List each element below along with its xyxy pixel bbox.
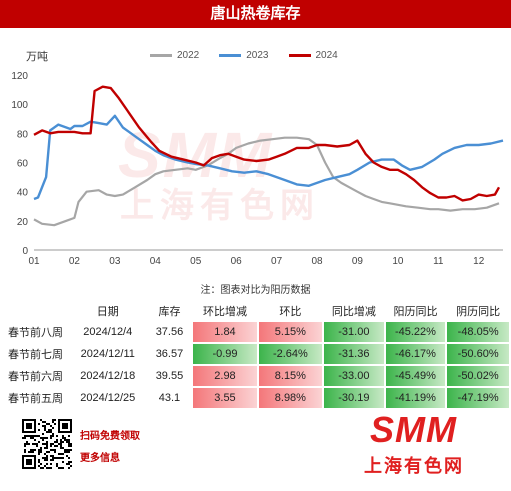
cell-stock: 36.57 <box>155 348 184 360</box>
y-tick-label: 40 <box>17 188 29 199</box>
header-stock: 库存 <box>158 306 181 318</box>
qr-caption-line2: 更多信息 <box>80 453 120 464</box>
inventory-table: 日期 库存 环比增减 环比 同比增减 阳历同比 阴历同比 春节前八周 2024/1… <box>4 300 511 410</box>
cell-pct: 5.15% <box>258 322 323 342</box>
legend-swatch-2022 <box>150 54 172 57</box>
cell-label: 春节前六周 <box>8 371 63 383</box>
x-tick-label: 08 <box>311 256 323 267</box>
cell-yoy-lunar: -50.60% <box>447 344 509 364</box>
x-tick-label: 05 <box>190 256 202 267</box>
x-tick-label: 11 <box>433 256 444 267</box>
x-tick-label: 04 <box>150 256 162 267</box>
header-yoy-lunar: 阴历同比 <box>456 306 501 318</box>
table-header-row: 日期 库存 环比增减 环比 同比增减 阳历同比 阴历同比 <box>6 302 509 320</box>
legend-swatch-2024 <box>288 54 311 57</box>
chart-note: 注：图表对比为阳历数据 <box>200 285 311 296</box>
cell-yoy-chg: -31.36 <box>324 344 384 364</box>
cell-label: 春节前七周 <box>8 349 63 361</box>
cell-chg: 2.98 <box>193 366 257 386</box>
table-row: 春节前六周 2024/12/18 39.55 2.98 8.15% -33.00 -45.4… <box>6 366 509 386</box>
cell-yoy-lunar: -48.05% <box>447 322 509 342</box>
legend-item-2022: 2022 <box>150 50 199 61</box>
cell-date: 2024/12/11 <box>80 348 135 360</box>
cell-pct: -2.64% <box>258 344 323 364</box>
chart-title: 唐山热卷库存 <box>0 0 511 28</box>
table-row: 春节前七周 2024/12/11 36.57 -0.99 -2.64% -31.36 -46… <box>6 344 509 364</box>
table-row: 春节前八周 2024/12/4 37.56 1.84 5.15% -31.00 -45.22… <box>6 322 509 342</box>
legend-label-2024: 2024 <box>315 50 338 61</box>
cell-yoy-lunar: -47.19% <box>447 388 509 408</box>
legend-label-2022: 2022 <box>177 50 200 61</box>
x-tick-label: 07 <box>271 256 283 267</box>
cell-yoy-chg: -33.00 <box>324 366 384 386</box>
cell-pct: 8.98% <box>258 388 323 408</box>
header-yoy-chg: 同比增减 <box>331 306 376 318</box>
cell-yoy-solar: -45.49% <box>385 366 446 386</box>
header-label <box>6 302 68 320</box>
cell-pct: 8.15% <box>258 366 323 386</box>
y-tick-label: 60 <box>17 159 29 170</box>
legend-item-2023: 2023 <box>219 50 269 61</box>
y-tick-label: 120 <box>11 71 28 82</box>
y-tick-label: 0 <box>22 246 28 257</box>
qr-caption-line1: 扫码免费领取 <box>80 431 140 442</box>
cell-yoy-solar: -45.22% <box>385 322 446 342</box>
cell-label: 春节前五周 <box>8 393 63 405</box>
x-tick-label: 01 <box>28 256 40 267</box>
x-tick-label: 03 <box>109 256 121 267</box>
smm-logo-cn: 上海有色网 <box>364 456 464 476</box>
cell-chg: 3.55 <box>193 388 257 408</box>
legend-item-2024: 2024 <box>288 50 338 61</box>
header-date: 日期 <box>96 306 119 318</box>
cell-yoy-chg: -30.19 <box>324 388 384 408</box>
cell-yoy-chg: -31.00 <box>324 322 384 342</box>
x-tick-label: 10 <box>392 256 404 267</box>
legend-label-2023: 2023 <box>246 50 269 61</box>
table-row: 春节前五周 2024/12/25 43.1 3.55 8.98% -30.19 -41.19… <box>6 388 509 408</box>
cell-date: 2024/12/4 <box>83 326 133 338</box>
cell-date: 2024/12/18 <box>80 370 136 382</box>
y-tick-label: 100 <box>11 100 28 111</box>
series-line-2022 <box>33 136 500 227</box>
x-tick-label: 12 <box>473 256 485 267</box>
header-yoy-solar: 阳历同比 <box>393 306 438 318</box>
smm-logo: SMM <box>370 409 457 450</box>
legend-swatch-2023 <box>219 54 242 57</box>
cell-chg: -0.99 <box>193 344 257 364</box>
y-tick-label: 20 <box>17 217 29 228</box>
x-tick-label: 02 <box>69 256 81 267</box>
cell-label: 春节前八周 <box>8 327 63 339</box>
series-line-2023 <box>33 114 504 201</box>
cell-stock: 43.1 <box>158 392 181 404</box>
watermark-shmet: 上海有色网 <box>120 187 320 225</box>
cell-stock: 39.55 <box>155 370 184 382</box>
series-line-2024 <box>33 85 501 202</box>
cell-date: 2024/12/25 <box>80 392 136 404</box>
x-tick-label: 06 <box>231 256 243 267</box>
cell-yoy-lunar: -50.02% <box>447 366 509 386</box>
cell-chg: 1.84 <box>193 322 257 342</box>
cell-yoy-solar: -46.17% <box>385 344 446 364</box>
header-pct: 环比 <box>279 306 302 318</box>
chart-legend: 2022 2023 2024 <box>150 50 338 61</box>
y-axis-unit: 万吨 <box>26 51 48 63</box>
cell-stock: 37.56 <box>155 326 184 338</box>
y-tick-label: 80 <box>17 129 29 140</box>
cell-yoy-solar: -41.19% <box>385 388 446 408</box>
header-chg: 环比增减 <box>202 306 247 318</box>
x-tick-label: 09 <box>352 256 364 267</box>
line-chart: 0 20 40 60 80 100 120 01 02 03 04 05 06 07 08 09 10 11 12 <box>11 71 504 267</box>
qr-code-icon[interactable] <box>22 419 72 469</box>
